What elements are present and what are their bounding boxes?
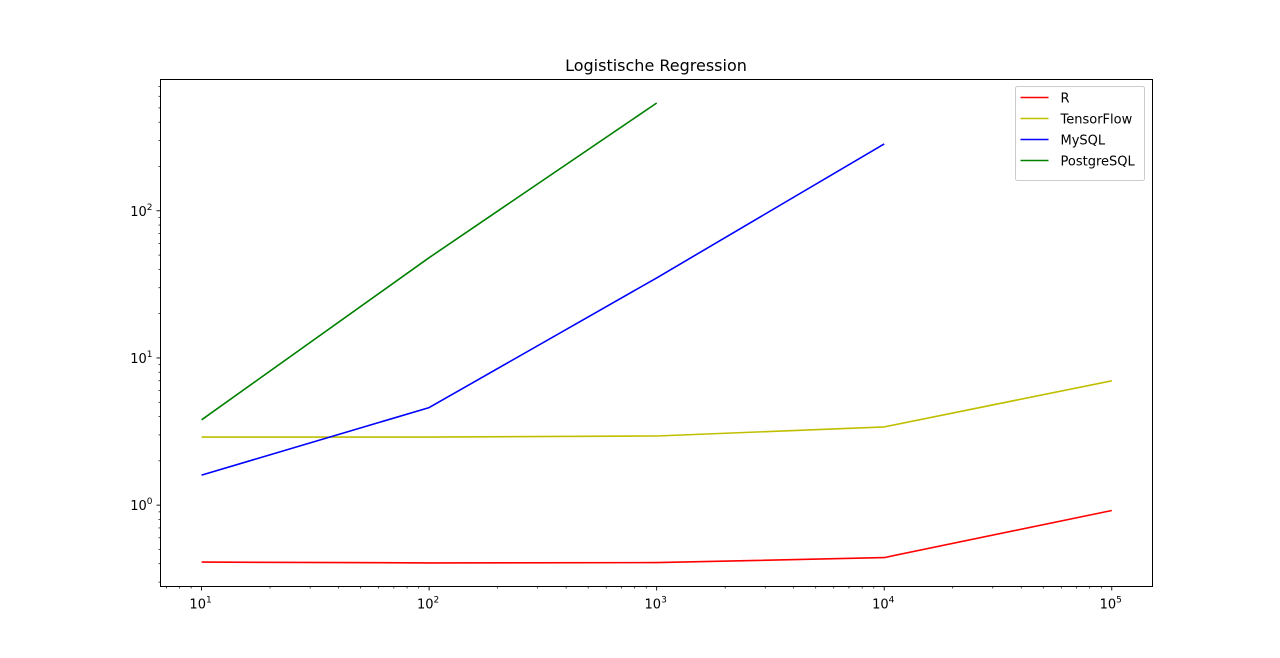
legend-label-r: R [1061, 92, 1070, 107]
series-line-r [201, 509, 1112, 564]
x-tick-label: 105 [1100, 596, 1122, 613]
y-tick-label: 102 [130, 203, 152, 220]
x-tick-label: 101 [189, 596, 211, 613]
y-tick-label: 101 [130, 350, 152, 367]
series-line-mysql [201, 143, 885, 476]
x-tick-label: 102 [417, 596, 439, 613]
y-tick-label: 100 [130, 497, 153, 514]
legend-label-mysql: MySQL [1061, 134, 1106, 149]
legend-label-tensorflow: TensorFlow [1060, 113, 1133, 128]
series-line-tensorflow [201, 380, 1112, 438]
legend: R TensorFlow MySQL PostgreSQL [1015, 86, 1145, 181]
series-line-postgresql [201, 102, 658, 421]
x-tick-label: 104 [872, 596, 895, 613]
plot-area-frame [160, 79, 1153, 587]
legend-frame [1015, 86, 1145, 181]
legend-label-postgresql: PostgreSQL [1061, 155, 1136, 170]
chart-title: Logistische Regression [565, 56, 747, 75]
x-tick-label: 103 [645, 596, 667, 613]
